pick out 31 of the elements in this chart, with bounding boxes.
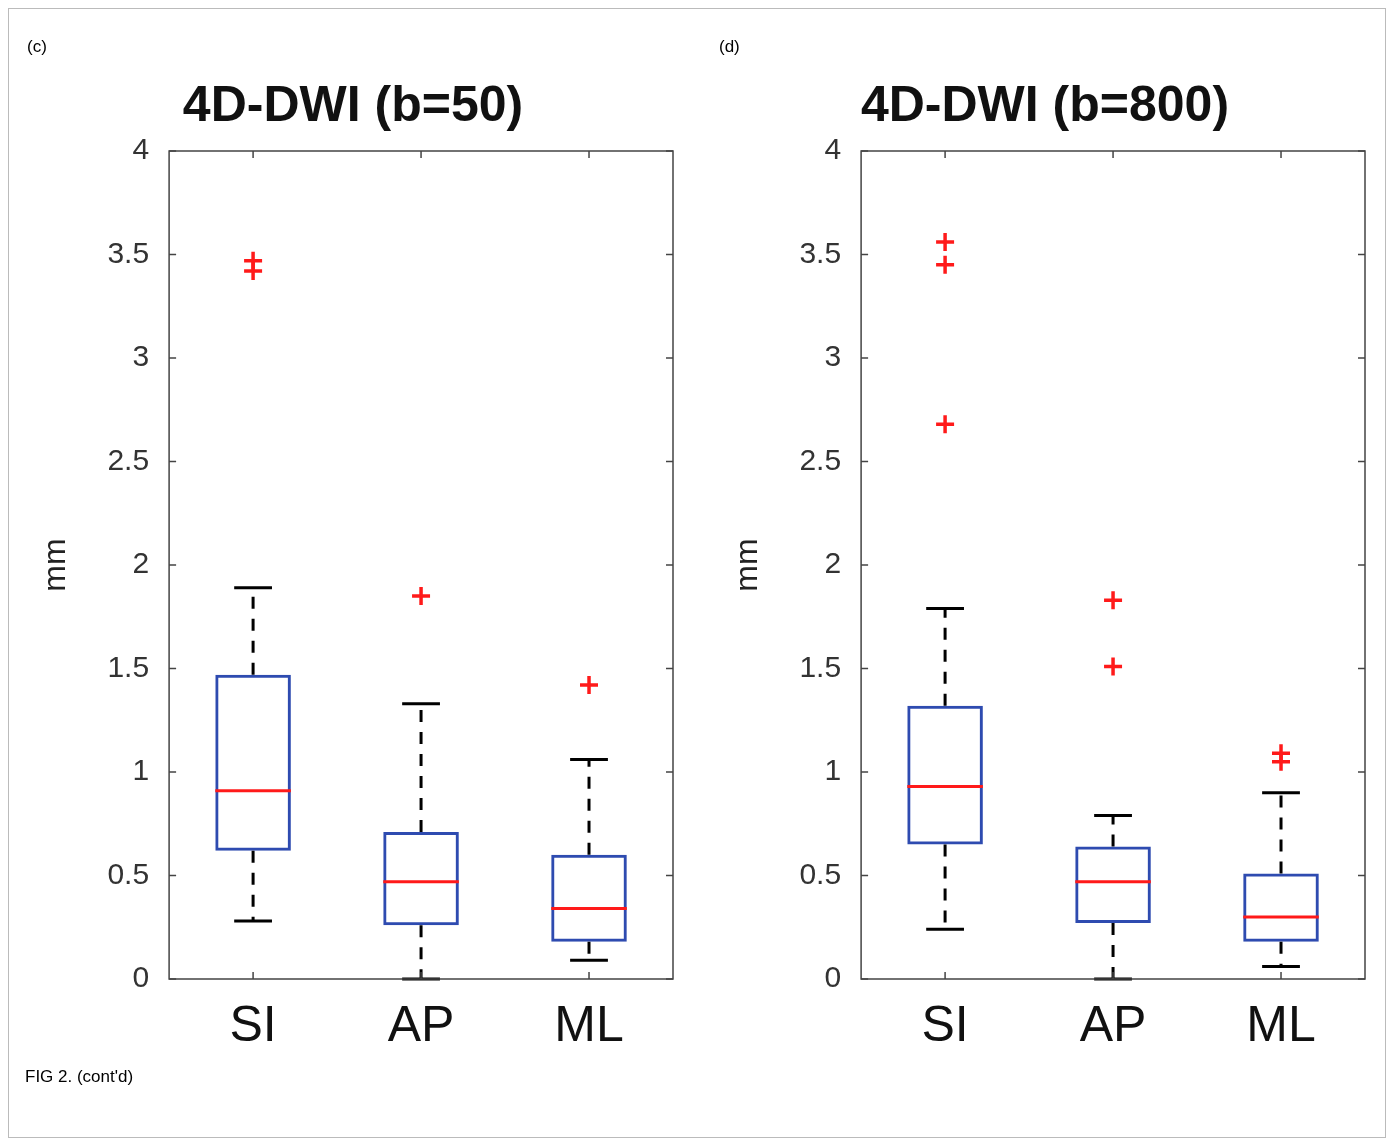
x-tick-label: ML: [554, 995, 624, 1052]
caption: FIG 2. (cont'd): [25, 1067, 134, 1087]
y-tick-label: 1.5: [799, 649, 842, 683]
x-tick-label: SI: [229, 995, 277, 1052]
y-tick-label: 2: [132, 546, 150, 580]
y-tick-label: 3: [824, 339, 842, 373]
x-tick-label: SI: [921, 995, 969, 1052]
y-tick-label: 1.5: [107, 649, 150, 683]
y-tick-label: 2.5: [799, 442, 842, 476]
y-tick-label: 0.5: [107, 856, 150, 890]
y-tick-label: 4: [132, 132, 150, 166]
y-tick-label: 0: [824, 960, 842, 994]
y-tick-label: 0.5: [799, 856, 842, 890]
y-tick-label: 2.5: [107, 442, 150, 476]
chart-title: 4D-DWI (b=800): [860, 75, 1230, 132]
y-tick-label: 2: [824, 546, 842, 580]
x-tick-label: AP: [1079, 995, 1147, 1052]
y-tick-label: 3.5: [799, 235, 842, 269]
y-tick-label: 4: [824, 132, 842, 166]
y-tick-label: 3: [132, 339, 150, 373]
x-tick-label: ML: [1246, 995, 1316, 1052]
y-axis-title: mm: [36, 538, 73, 592]
y-tick-label: 3.5: [107, 235, 150, 269]
y-tick-label: 0: [132, 960, 150, 994]
y-axis-title: mm: [728, 538, 765, 592]
text: (c): [27, 37, 48, 58]
text: (d): [719, 37, 741, 58]
y-tick-label: 1: [824, 753, 842, 787]
y-tick-label: 1: [132, 753, 150, 787]
x-tick-label: AP: [387, 995, 455, 1052]
chart-title: 4D-DWI (b=50): [182, 75, 524, 132]
